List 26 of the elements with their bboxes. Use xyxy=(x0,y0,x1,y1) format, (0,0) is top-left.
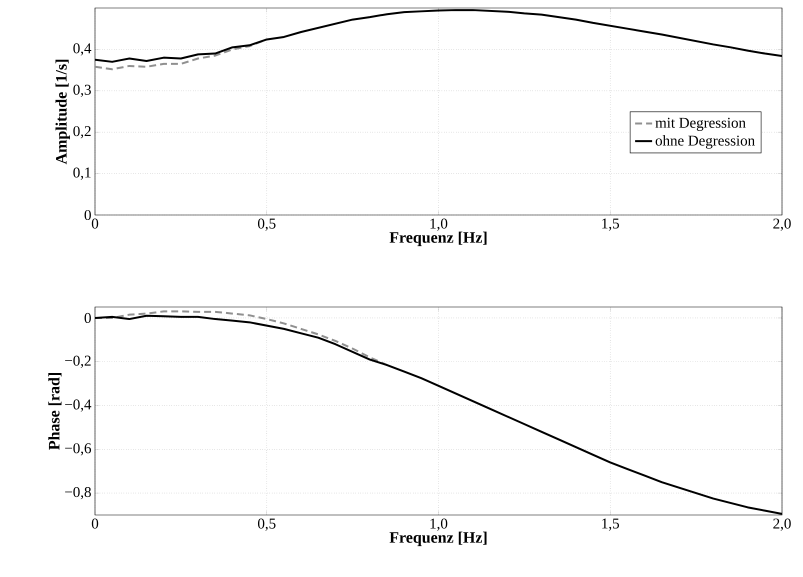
x-tick-label: 1,5 xyxy=(602,518,620,531)
y-tick-label: 0 xyxy=(84,312,91,323)
x-tick-label: 2,0 xyxy=(773,518,791,531)
x-axis-title: Frequenz [Hz] xyxy=(390,532,487,546)
x-tick-label: 1,5 xyxy=(602,218,620,231)
x-tick-label: 0 xyxy=(92,218,98,229)
y-axis-title: Phase [rad] xyxy=(48,373,62,450)
x-tick-label: 0,5 xyxy=(258,518,276,531)
y-axis-title: Amplitude [1/s] xyxy=(55,60,70,164)
legend-label: ohne Degression xyxy=(656,135,755,149)
y-tick-label: 0 xyxy=(84,210,91,220)
x-tick-label: 0,5 xyxy=(258,218,276,231)
legend-label: mit Degression xyxy=(655,118,746,131)
x-tick-label: 0 xyxy=(92,518,98,529)
y-tick-label: 0,1 xyxy=(73,167,91,180)
x-tick-label: 1,0 xyxy=(430,218,448,231)
y-tick-label: 0,2 xyxy=(73,126,91,138)
x-axis-title: Frequenz [Hz] xyxy=(390,232,487,246)
y-tick-label: −0,2 xyxy=(65,356,91,368)
y-tick-label: 0,3 xyxy=(73,84,91,97)
x-tick-label: 2,0 xyxy=(773,218,791,231)
y-tick-label: 0,4 xyxy=(73,43,92,56)
y-tick-label: −0,8 xyxy=(65,486,91,500)
y-tick-label: −0,6 xyxy=(65,443,92,456)
x-tick-label: 1,0 xyxy=(430,518,448,531)
y-tick-label: −0,4 xyxy=(65,399,92,412)
